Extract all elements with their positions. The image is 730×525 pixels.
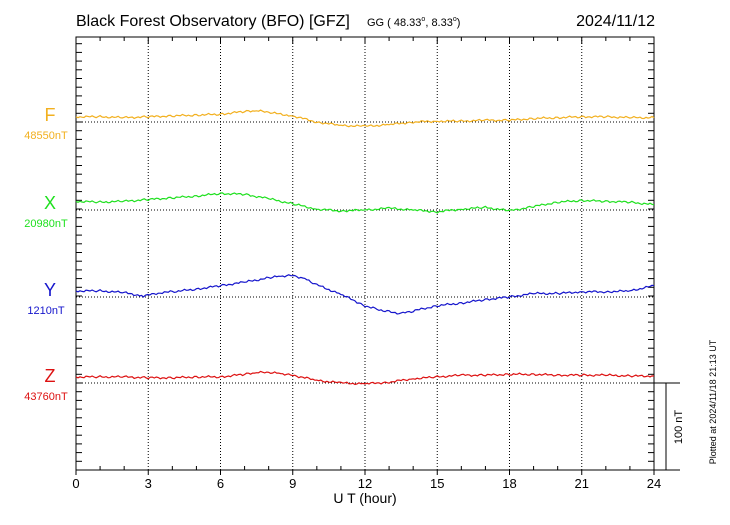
series-line-y [75, 274, 655, 315]
series-x: X 20980nT [24, 192, 655, 230]
series-z: Z 43760nT [24, 366, 655, 403]
station-coordinates: GG ( 48.33o, 8.33o) [367, 16, 460, 29]
x-tick-label: 24 [647, 476, 661, 491]
chart-title: Black Forest Observatory (BFO) [GFZ] [76, 13, 350, 30]
grid-lines [147, 37, 583, 470]
series-baseline-label-x: 20980nT [24, 218, 68, 230]
x-tick-label: 15 [430, 476, 444, 491]
series-line-x [75, 192, 655, 214]
plotted-at-note: Plotted at 2024/11/18 21:13 UT [708, 339, 718, 464]
chart-date: 2024/11/12 [576, 13, 655, 30]
series-name-x: X [44, 193, 56, 213]
series-name-z: Z [45, 366, 56, 386]
x-axis-label: U T (hour) [333, 490, 396, 506]
series-group: F 48550nT X 20980nT Y 1210nT Z 43760nT [24, 105, 655, 403]
x-tick-label: 18 [502, 476, 516, 491]
x-tick-label: 3 [145, 476, 152, 491]
x-tick-label: 6 [217, 476, 224, 491]
series-baseline-label-z: 43760nT [24, 391, 68, 403]
x-tick-labels: 0 3 6 9 12 15 18 21 24 [72, 476, 661, 491]
series-baseline-label-y: 1210nT [27, 305, 65, 317]
series-name-y: Y [44, 280, 56, 300]
series-baseline-label-f: 48550nT [24, 130, 68, 142]
series-line-z [75, 370, 655, 386]
series-f: F 48550nT [24, 105, 655, 142]
x-tick-label: 21 [575, 476, 589, 491]
series-line-f [75, 109, 655, 128]
x-tick-label: 12 [358, 476, 372, 491]
scale-bar [640, 382, 680, 471]
scale-bar-label: 100 nT [673, 410, 685, 445]
series-y: Y 1210nT [27, 274, 655, 317]
x-tick-label: 9 [289, 476, 296, 491]
x-tick-label: 0 [72, 476, 79, 491]
series-name-f: F [45, 105, 56, 125]
